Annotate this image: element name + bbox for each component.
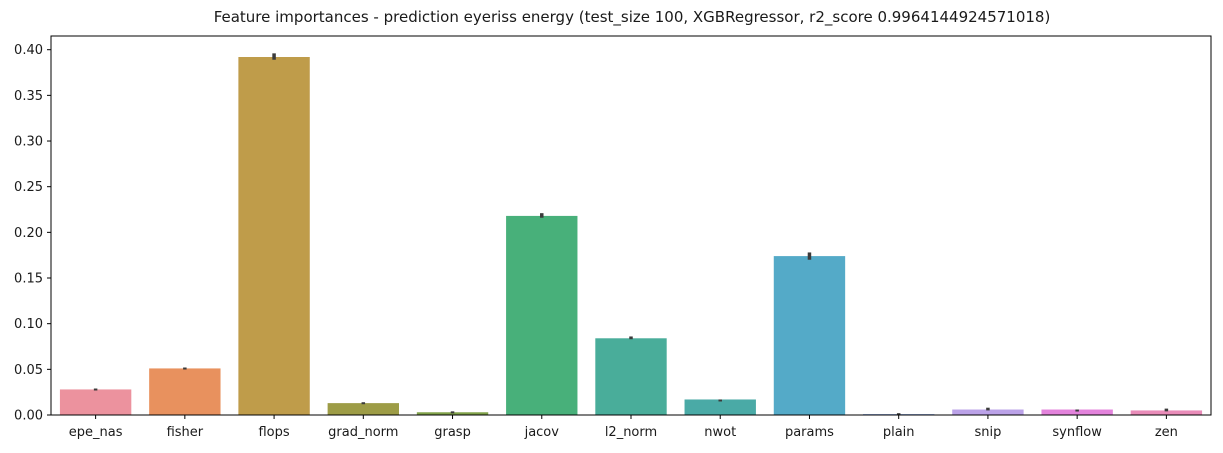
bar-grasp (416, 412, 489, 415)
y-tick-label: 0.00 (14, 409, 43, 424)
bar-synflow (1041, 409, 1113, 415)
bar-epe-nas (59, 389, 132, 415)
plot-frame (50, 35, 1212, 416)
x-tick-label: zen (1155, 425, 1178, 440)
x-tick-label: params (785, 425, 834, 440)
x-tick-label: grasp (434, 425, 471, 440)
x-tick-label: jacov (524, 425, 560, 440)
x-tick-label: fisher (167, 425, 204, 440)
x-tick-label: flops (258, 425, 289, 440)
y-axis: 0.00 0.05 0.10 0.15 0.20 0.25 0.30 0.35 0.40 (14, 43, 51, 424)
x-tick-label: grad_norm (328, 425, 398, 440)
x-tick-label: l2_norm (605, 425, 657, 440)
x-tick-label: plain (883, 425, 915, 440)
y-tick-label: 0.15 (14, 272, 43, 287)
bar-jacov (506, 215, 578, 415)
bar-flops (238, 57, 310, 415)
bar-nwot (684, 399, 756, 415)
bar-fisher (149, 368, 221, 415)
error-bars-layer (93, 53, 1169, 416)
bar-l2-norm (595, 338, 667, 415)
bar-grad-norm (327, 403, 399, 415)
y-tick-label: 0.05 (14, 363, 43, 378)
y-tick-label: 0.30 (14, 135, 43, 150)
bar-snip (952, 409, 1024, 415)
x-axis: epe_nas fisher flops grad_norm grasp jacov l2_… (69, 415, 1178, 440)
x-tick-label: synflow (1052, 425, 1102, 440)
x-tick-label: snip (974, 425, 1001, 440)
chart-title: Feature importances - prediction eyeriss… (214, 8, 1051, 27)
x-tick-label: nwot (704, 425, 736, 440)
y-tick-label: 0.35 (14, 89, 43, 104)
y-tick-label: 0.20 (14, 226, 43, 241)
bar-params (773, 256, 846, 415)
bar-zen (1130, 410, 1203, 415)
x-tick-label: epe_nas (69, 425, 123, 440)
y-tick-label: 0.40 (14, 43, 43, 58)
bars-layer (59, 57, 1203, 415)
y-tick-label: 0.25 (14, 180, 43, 195)
y-tick-label: 0.10 (14, 317, 43, 332)
